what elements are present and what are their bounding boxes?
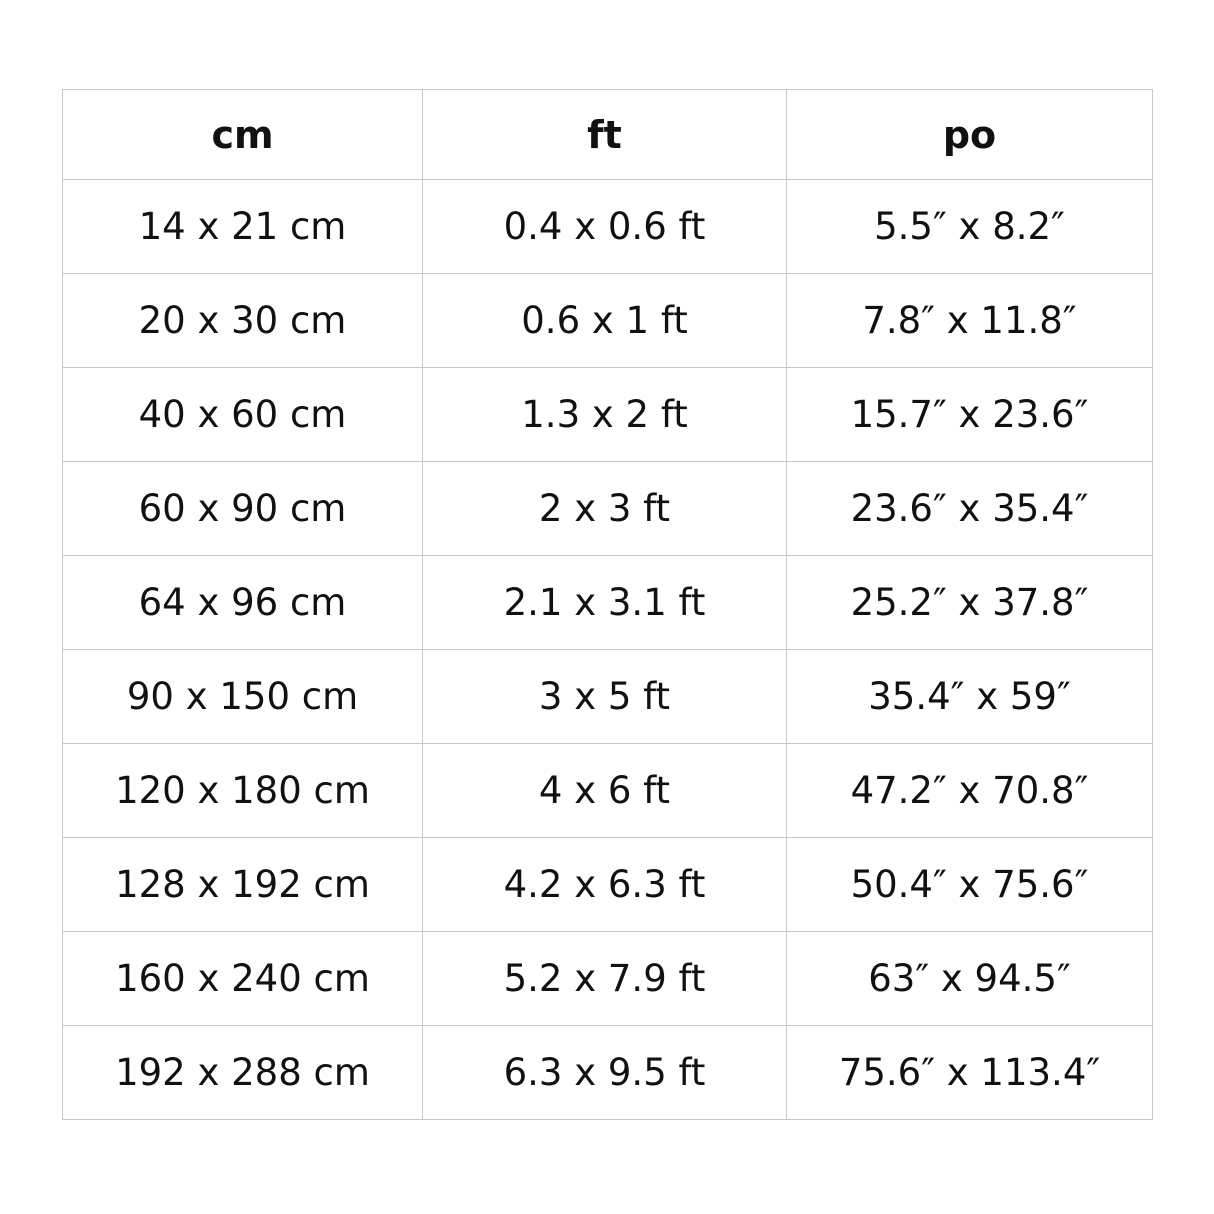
table-cell: 47.2″ x 70.8″ [786,743,1153,838]
table-row: 192 x 288 cm 6.3 x 9.5 ft 75.6″ x 113.4″ [62,1025,1153,1120]
table-cell: 15.7″ x 23.6″ [786,367,1153,462]
table-cell: 160 x 240 cm [62,931,423,1026]
table-cell: 14 x 21 cm [62,179,423,274]
table-cell: 63″ x 94.5″ [786,931,1153,1026]
table-cell: 5.5″ x 8.2″ [786,179,1153,274]
table-row: 60 x 90 cm 2 x 3 ft 23.6″ x 35.4″ [62,461,1153,556]
table-cell: 60 x 90 cm [62,461,423,556]
table-row: 64 x 96 cm 2.1 x 3.1 ft 25.2″ x 37.8″ [62,555,1153,650]
table-cell: 4 x 6 ft [422,743,787,838]
header-cell: cm [62,89,423,180]
table-row: 90 x 150 cm 3 x 5 ft 35.4″ x 59″ [62,649,1153,744]
table-row: 40 x 60 cm 1.3 x 2 ft 15.7″ x 23.6″ [62,367,1153,462]
table-cell: 1.3 x 2 ft [422,367,787,462]
table-cell: 23.6″ x 35.4″ [786,461,1153,556]
table-row: 160 x 240 cm 5.2 x 7.9 ft 63″ x 94.5″ [62,931,1153,1026]
table-cell: 4.2 x 6.3 ft [422,837,787,932]
table-cell: 75.6″ x 113.4″ [786,1025,1153,1120]
size-table: cm ft po 14 x 21 cm 0.4 x 0.6 ft 5.5″ x 8.2″… [62,89,1153,1120]
table-cell: 90 x 150 cm [62,649,423,744]
table-cell: 6.3 x 9.5 ft [422,1025,787,1120]
table-cell: 5.2 x 7.9 ft [422,931,787,1026]
table-cell: 2.1 x 3.1 ft [422,555,787,650]
header-cell: ft [422,89,787,180]
table-cell: 25.2″ x 37.8″ [786,555,1153,650]
table-cell: 7.8″ x 11.8″ [786,273,1153,368]
table-cell: 0.6 x 1 ft [422,273,787,368]
table-cell: 20 x 30 cm [62,273,423,368]
table-cell: 2 x 3 ft [422,461,787,556]
header-cell: po [786,89,1153,180]
table-cell: 120 x 180 cm [62,743,423,838]
table-row: 128 x 192 cm 4.2 x 6.3 ft 50.4″ x 75.6″ [62,837,1153,932]
table-cell: 50.4″ x 75.6″ [786,837,1153,932]
table-row: 120 x 180 cm 4 x 6 ft 47.2″ x 70.8″ [62,743,1153,838]
table-cell: 192 x 288 cm [62,1025,423,1120]
header-row: cm ft po [62,89,1153,180]
table-cell: 128 x 192 cm [62,837,423,932]
table-cell: 3 x 5 ft [422,649,787,744]
table-cell: 64 x 96 cm [62,555,423,650]
table-row: 20 x 30 cm 0.6 x 1 ft 7.8″ x 11.8″ [62,273,1153,368]
table-cell: 35.4″ x 59″ [786,649,1153,744]
table-row: 14 x 21 cm 0.4 x 0.6 ft 5.5″ x 8.2″ [62,179,1153,274]
table-cell: 0.4 x 0.6 ft [422,179,787,274]
table-cell: 40 x 60 cm [62,367,423,462]
